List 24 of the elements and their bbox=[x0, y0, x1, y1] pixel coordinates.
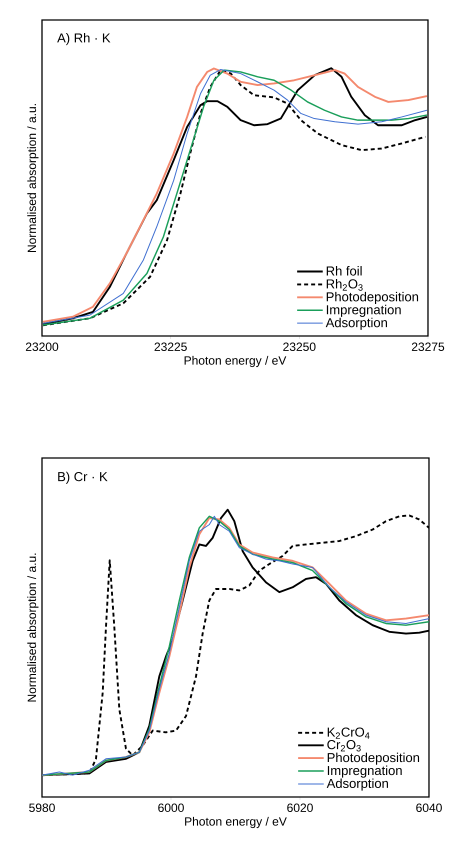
legend-label: Impregnation bbox=[328, 766, 402, 778]
x-axis-title: Photon energy / eV bbox=[185, 816, 287, 828]
x-tick-label: 23275 bbox=[412, 342, 444, 352]
legend-label: Photodeposition bbox=[328, 752, 420, 765]
chart-title: A) Rh · K bbox=[57, 33, 110, 46]
x-tick-label: 23200 bbox=[26, 342, 58, 352]
y-axis-title: Normalised absorption / a.u. bbox=[27, 104, 38, 252]
x-tick-label: 23225 bbox=[154, 342, 187, 352]
x-tick-label: 6040 bbox=[416, 804, 442, 812]
x-tick-label: 5980 bbox=[29, 804, 55, 812]
y-axis-title: Normalised absorption / a.u. bbox=[27, 554, 38, 702]
legend-label: Cr$_{2}$O$_{3}$ bbox=[327, 740, 361, 752]
legend-label: Rh foil bbox=[326, 266, 362, 276]
legend-label: Rh$_{2}$O$_{3}$ bbox=[326, 278, 363, 291]
legend-label: K$_{2}$CrO$_{4}$ bbox=[328, 727, 370, 739]
legend-label: Adsorption bbox=[326, 778, 388, 791]
x-axis-title: Photon energy / eV bbox=[184, 356, 286, 368]
chart-title: B) Cr · K bbox=[58, 472, 108, 484]
x-tick-label: 6020 bbox=[287, 804, 313, 812]
legend-label: Impregnation bbox=[326, 304, 401, 317]
x-tick-label: 23250 bbox=[283, 342, 316, 352]
legend-label: Photodeposition bbox=[326, 292, 418, 304]
x-tick-label: 6000 bbox=[158, 804, 184, 812]
legend-label: Adsorption bbox=[326, 318, 387, 330]
